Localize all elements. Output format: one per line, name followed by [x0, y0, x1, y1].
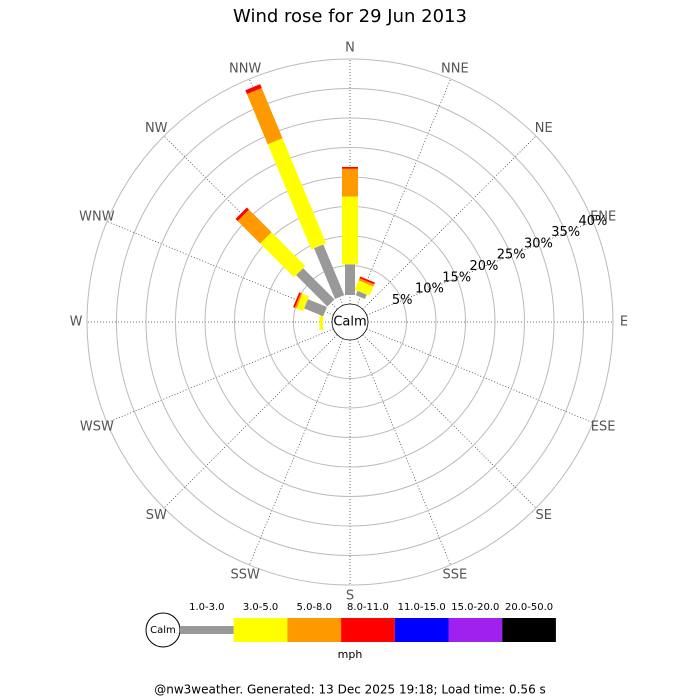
direction-label: ENE [590, 210, 616, 225]
bar-segment [235, 207, 249, 221]
direction-label: ESE [591, 419, 616, 434]
legend-label: 1.0-3.0 [189, 602, 224, 613]
direction-label: N [345, 41, 355, 56]
unit-label: mph [338, 648, 363, 661]
legend-label: 15.0-20.0 [451, 602, 499, 613]
bar-segment [342, 196, 358, 265]
legend-calm-label: Calm [150, 625, 176, 636]
legend-label: 8.0-11.0 [347, 602, 389, 613]
calm-circle [331, 303, 369, 341]
spoke [356, 338, 452, 566]
bar-segment [314, 244, 345, 299]
bar-segment [237, 209, 272, 244]
direction-label: SSW [230, 568, 260, 583]
direction-label: SW [146, 508, 167, 523]
bar-segment [359, 276, 375, 285]
spoke [366, 328, 594, 424]
bar-segment [345, 264, 355, 295]
ring [145, 117, 555, 527]
direction-label: SE [536, 508, 552, 523]
bar-segment [296, 293, 310, 312]
r-tick-label: 15% [442, 270, 471, 285]
r-tick-label: 20% [470, 259, 499, 274]
legend-swatch [341, 618, 395, 642]
direction-label: WSW [80, 419, 114, 434]
bar-segment [293, 292, 301, 308]
ticks: 5%10%15%20%25%30%35%40% [392, 214, 608, 308]
bar-segment [267, 138, 327, 250]
bar-segment [296, 268, 335, 307]
bar-segment [354, 280, 374, 296]
calm-label: Calm [333, 315, 366, 330]
legend-swatch [287, 618, 342, 642]
spoke [248, 338, 344, 566]
legend-label: 5.0-8.0 [297, 602, 332, 613]
bar-segment [246, 87, 283, 145]
direction-label: S [346, 589, 354, 604]
footer: @nw3weather. Generated: 13 Dec 2025 19:1… [154, 683, 546, 697]
direction-label: E [620, 315, 628, 330]
bar-segment [304, 299, 327, 317]
r-tick-label: 35% [551, 225, 580, 240]
bar-segment [342, 166, 358, 169]
spoke [362, 334, 537, 509]
legend-swatch [502, 618, 556, 642]
legend-label: 11.0-15.0 [398, 602, 446, 613]
direction-label: WNW [79, 210, 115, 225]
spoke [163, 334, 338, 509]
legend-label: 20.0-50.0 [505, 602, 553, 613]
r-tick-label: 25% [497, 248, 526, 263]
r-tick-label: 40% [579, 214, 608, 229]
bar-segment [245, 84, 262, 95]
r-tick-label: 5% [392, 293, 413, 308]
ring [86, 58, 614, 586]
bar-segment [358, 278, 375, 287]
legend-label: 3.0-5.0 [243, 602, 278, 613]
spoke [106, 328, 334, 424]
direction-label: SSE [442, 568, 467, 583]
spoke [362, 135, 537, 310]
spoke [163, 135, 338, 310]
legend-swatch [233, 618, 288, 642]
bar-segment [294, 292, 303, 309]
spoke [366, 220, 594, 316]
spoke [356, 78, 452, 306]
r-tick-label: 30% [524, 236, 553, 251]
legend-swatch [180, 626, 234, 634]
spoke [106, 220, 334, 316]
direction-label: W [70, 315, 83, 330]
direction-label: NE [535, 121, 553, 136]
legend-swatch [448, 618, 503, 642]
chart-title: Wind rose for 29 Jun 2013 [233, 6, 467, 27]
legend-swatch [394, 618, 449, 642]
bar-segment [342, 168, 358, 197]
ring [175, 147, 525, 497]
bar-segment [355, 290, 367, 299]
direction-label: NW [145, 121, 168, 136]
bar-segment [260, 232, 306, 278]
r-tick-label: 10% [415, 282, 444, 297]
direction-label: NNW [229, 61, 261, 76]
ring [116, 88, 584, 556]
direction-label: NNE [441, 61, 469, 76]
grid [86, 58, 614, 586]
bar-segment [319, 314, 323, 330]
